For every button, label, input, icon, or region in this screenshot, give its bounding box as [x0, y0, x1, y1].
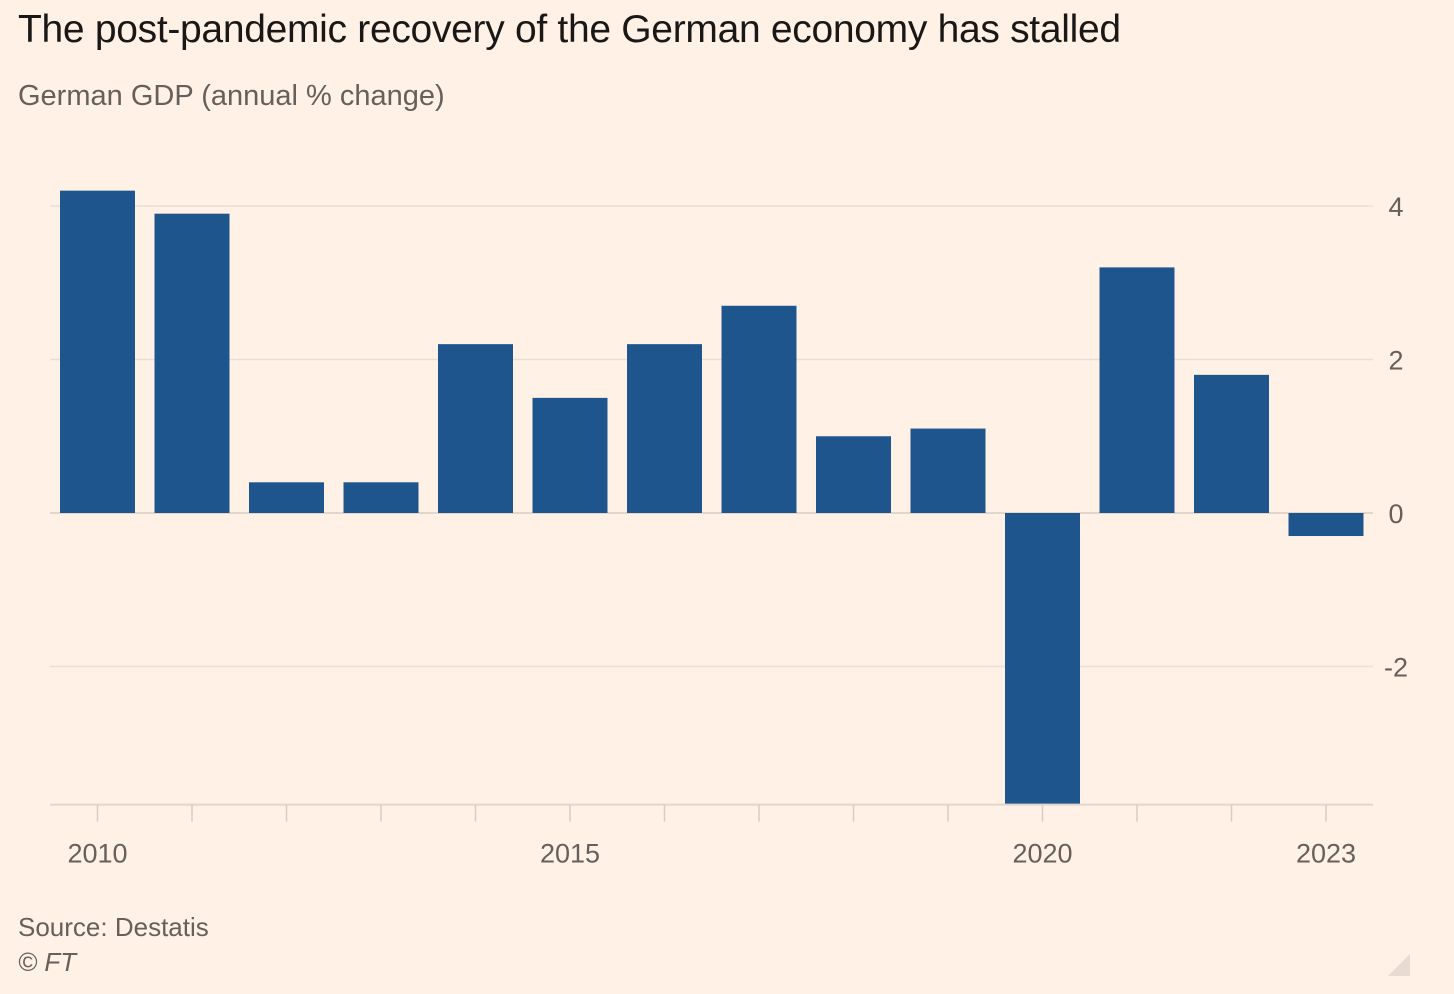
ft-credit: © FT	[18, 947, 77, 977]
bar-2011	[154, 213, 230, 514]
gridlines	[50, 205, 1373, 668]
x-tick-label-2020: 2020	[1012, 839, 1072, 869]
bars	[60, 190, 1364, 805]
bar-2013	[343, 482, 419, 513]
bar-2010	[60, 190, 135, 513]
bar-2021	[1099, 267, 1175, 513]
bar-2014	[438, 344, 513, 513]
bar-2012	[249, 482, 324, 513]
chart-title: The post-pandemic recovery of the German…	[18, 8, 1121, 51]
x-tick-label-2010: 2010	[67, 839, 127, 869]
bar-2022	[1194, 374, 1269, 513]
axes: 4 2 0 -2 2010 2015 2020 2023	[50, 192, 1408, 869]
bar-2016	[627, 344, 702, 513]
bar-2018	[816, 436, 891, 513]
bar-2017	[721, 305, 797, 513]
y-tick-label: 0	[1388, 499, 1403, 529]
source-note: Source: Destatis	[18, 912, 209, 942]
x-tick-label-2015: 2015	[540, 839, 600, 869]
bar-2020	[1005, 513, 1080, 805]
y-tick-label: -2	[1384, 653, 1408, 683]
x-tick-label-2023: 2023	[1296, 839, 1356, 869]
bar-2019	[910, 428, 986, 513]
y-tick-label: 4	[1388, 192, 1403, 222]
gdp-bar-chart: 4 2 0 -2 2010 2015 2020 2023	[50, 190, 1408, 869]
y-tick-label: 2	[1388, 346, 1403, 376]
bar-2023	[1288, 513, 1364, 537]
resize-grip-icon	[1388, 954, 1410, 976]
chart-subtitle: German GDP (annual % change)	[18, 80, 445, 112]
bar-2015	[532, 397, 608, 513]
